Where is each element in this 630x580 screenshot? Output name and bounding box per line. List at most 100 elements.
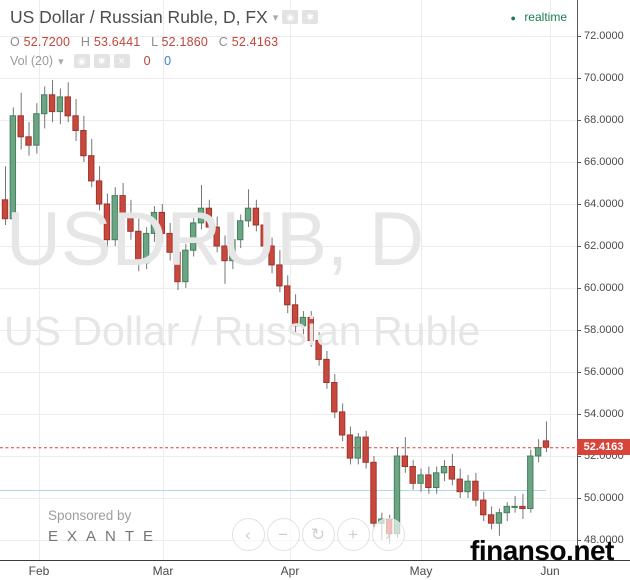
candle-up (142, 232, 150, 264)
volume-value-red: 0 (143, 54, 151, 68)
candle-up (150, 211, 158, 234)
price-axis-label: 50.0000 (584, 492, 624, 504)
candle-up (464, 480, 471, 493)
price-axis-label: 62.0000 (584, 240, 624, 252)
candle-up (527, 455, 534, 509)
symbol-title[interactable]: US Dollar / Russian Ruble, D, FX (10, 6, 268, 27)
price-axis-label: 64.0000 (584, 198, 624, 210)
candle-up (111, 195, 118, 241)
sponsor-block: Sponsored by EXANTE (48, 508, 162, 545)
candle-down (425, 474, 432, 488)
candle-down (103, 203, 111, 241)
price-axis-label: 66.0000 (584, 156, 624, 168)
watermark-instrument-name: US Dollar / Russian Ruble (4, 308, 481, 354)
symbol-row: US Dollar / Russian Ruble, D, FX ▾ ◉ ✱ (10, 6, 319, 28)
candle-down (338, 411, 346, 436)
candle-up (41, 94, 48, 115)
last-price-badge: 52.4163 (577, 439, 630, 456)
gear-icon[interactable]: ✱ (302, 10, 319, 24)
price-axis-label: 72.0000 (584, 30, 624, 42)
candle-down (166, 232, 173, 253)
high-label: H (80, 35, 91, 49)
candle-down (456, 478, 463, 493)
open-value: 52.7200 (23, 35, 71, 49)
candle-down (315, 340, 322, 360)
candle-down (252, 207, 260, 226)
price-axis-label: 54.0000 (584, 408, 624, 420)
candle-down (48, 94, 56, 113)
candle-up (495, 512, 503, 524)
scroll-right-button[interactable]: › (371, 518, 405, 551)
candle-up (244, 207, 252, 222)
candle-down (307, 316, 314, 341)
candle-down (362, 436, 369, 463)
candle-down (480, 499, 487, 516)
low-value: 52.1860 (161, 35, 209, 49)
zoom-in-button[interactable]: + (336, 518, 370, 551)
candle-down (370, 461, 377, 524)
price-axis[interactable]: 72.0000 70.0000 68.0000 66.0000 64.0000 62.00… (577, 0, 630, 560)
open-label: O (10, 35, 20, 49)
symbol-dropdown-caret-icon[interactable]: ▾ (272, 11, 279, 24)
candle-down (174, 251, 181, 283)
candle-down (401, 455, 409, 467)
candle-up (33, 113, 40, 146)
candle-up (197, 207, 205, 224)
zoom-out-button[interactable]: − (266, 518, 300, 551)
candle-down (221, 245, 228, 262)
candle-up (189, 222, 197, 251)
volume-dropdown-caret-icon[interactable]: ▾ (58, 55, 64, 68)
watermark-symbol: USDRUB, D (6, 197, 425, 282)
eye-icon[interactable]: ◉ (282, 10, 299, 24)
time-axis[interactable]: Feb Mar Apr May Jun (0, 560, 630, 580)
price-axis-label: 70.0000 (584, 72, 624, 84)
scroll-left-button[interactable]: ‹ (231, 518, 265, 551)
volume-value-blue: 0 (164, 54, 172, 68)
price-axis-label: 68.0000 (584, 114, 624, 126)
ohlc-row: O 52.7200 H 53.6441 L 52.1860 C 52.4163 (10, 35, 318, 49)
volume-label[interactable]: Vol (20) (10, 54, 54, 68)
candle-up (229, 239, 236, 262)
price-axis-label: 48.0000 (584, 534, 624, 546)
candle-down (72, 115, 79, 132)
volume-close-icon[interactable]: ✕ (113, 54, 130, 68)
candle-down (331, 382, 338, 413)
close-value: 52.4163 (231, 35, 279, 49)
realtime-label: realtime (524, 10, 567, 24)
time-axis-label: May (409, 564, 433, 578)
candle-down (472, 480, 479, 501)
price-axis-label: 60.0000 (584, 282, 624, 294)
price-axis-label: 58.0000 (584, 324, 624, 336)
candle-down (409, 466, 416, 484)
time-axis-label: Feb (28, 564, 50, 578)
candle-up (534, 447, 542, 457)
volume-row: Vol (20) ▾ ◉ ✱ ✕ 0 0 (10, 54, 318, 68)
candle-down (291, 304, 299, 327)
candle-down (260, 224, 267, 247)
sponsor-logo[interactable]: EXANTE (48, 528, 163, 545)
time-axis-label: Jun (540, 564, 560, 578)
time-axis-label: Mar (152, 564, 174, 578)
candle-down (542, 440, 550, 448)
sponsor-prefix: Sponsored by (48, 508, 132, 523)
legend: US Dollar / Russian Ruble, D, FX ▾ ◉ ✱ O… (10, 6, 319, 68)
candle-down (276, 264, 283, 287)
candle-up (9, 115, 17, 220)
price-axis-label: 56.0000 (584, 366, 624, 378)
candle-down (284, 285, 291, 306)
volume-gear-icon[interactable]: ✱ (93, 54, 110, 68)
candle-down (127, 216, 134, 232)
candle-down (80, 130, 87, 157)
candle-up (299, 316, 307, 327)
candle-down (323, 358, 330, 383)
candle-up (182, 249, 189, 283)
volume-values: 0 0 (144, 54, 171, 68)
volume-eye-icon[interactable]: ◉ (73, 54, 90, 68)
high-value: 53.6441 (93, 35, 141, 49)
candle-down (25, 136, 32, 146)
reset-chart-button[interactable]: ↻ (301, 518, 335, 551)
candle-down (346, 434, 354, 459)
candle-down (205, 207, 213, 228)
